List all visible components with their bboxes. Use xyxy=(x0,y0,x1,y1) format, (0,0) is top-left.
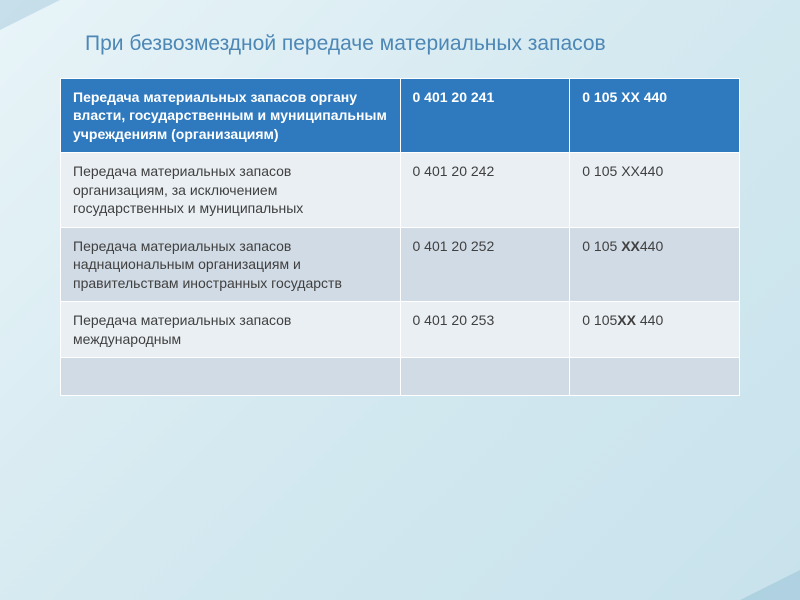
cell-code-credit: 0 105 ХХ440 xyxy=(570,227,740,301)
cell-code-credit xyxy=(570,358,740,395)
header-code-credit: 0 105 ХХ 440 xyxy=(570,79,740,153)
cell-code-credit: 0 105ХХ 440 xyxy=(570,302,740,358)
table-row: Передача материальных запасов международ… xyxy=(61,302,740,358)
table-header-row: Передача материальных запасов органу вла… xyxy=(61,79,740,153)
cell-code-credit: 0 105 ХХ440 xyxy=(570,153,740,227)
corner-decoration-top-left xyxy=(0,0,60,30)
cell-code-debit: 0 401 20 252 xyxy=(400,227,570,301)
table-row: Передача материальных запасов организаци… xyxy=(61,153,740,227)
transfer-table: Передача материальных запасов органу вла… xyxy=(60,78,740,396)
cell-code-debit xyxy=(400,358,570,395)
header-code-debit: 0 401 20 241 xyxy=(400,79,570,153)
cell-code-debit: 0 401 20 242 xyxy=(400,153,570,227)
cell-description xyxy=(61,358,401,395)
slide-title: При безвозмездной передаче материальных … xyxy=(0,0,800,56)
table-row xyxy=(61,358,740,395)
cell-description: Передача материальных запасов международ… xyxy=(61,302,401,358)
table-container: Передача материальных запасов органу вла… xyxy=(60,78,740,396)
cell-description: Передача материальных запасов организаци… xyxy=(61,153,401,227)
corner-decoration-bottom-right xyxy=(740,570,800,600)
cell-code-debit: 0 401 20 253 xyxy=(400,302,570,358)
cell-description: Передача материальных запасов наднациона… xyxy=(61,227,401,301)
header-description: Передача материальных запасов органу вла… xyxy=(61,79,401,153)
table-row: Передача материальных запасов наднациона… xyxy=(61,227,740,301)
